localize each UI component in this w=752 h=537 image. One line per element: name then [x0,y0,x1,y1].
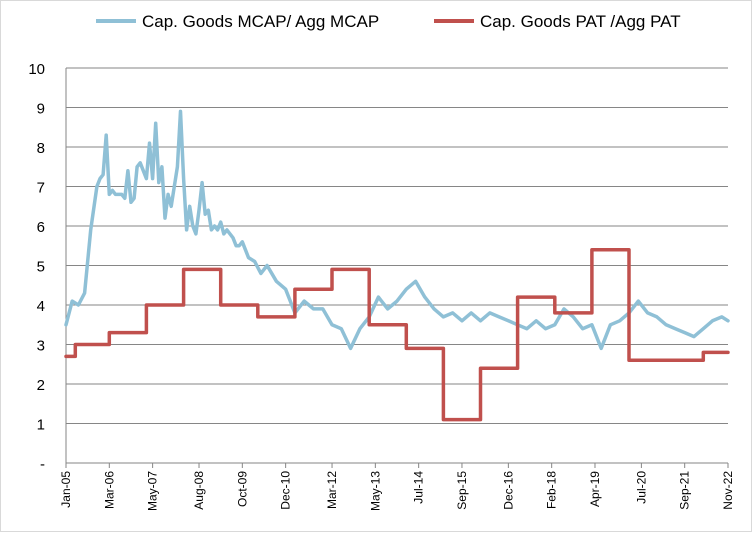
legend-item-pat: Cap. Goods PAT /Agg PAT [434,12,681,31]
y-tick-label: 5 [37,259,45,276]
x-tick-label: Oct-09 [235,471,249,507]
y-tick-label: 2 [37,377,45,394]
x-tick-label: May-07 [146,471,160,511]
series-line-mcap [64,109,730,351]
x-tick-label: Nov-22 [721,471,735,510]
x-tick-label: Sep-21 [678,471,692,510]
legend: Cap. Goods MCAP/ Agg MCAP Cap. Goods PAT… [96,12,681,31]
gridlines [66,67,728,424]
y-axis-tick-labels: - 1 2 3 4 5 6 7 8 9 10 [28,61,45,473]
y-tick-label: 9 [37,101,45,118]
legend-label-pat: Cap. Goods PAT /Agg PAT [480,12,681,31]
y-tick-label: 3 [37,338,45,355]
y-tick-label: 4 [37,298,45,315]
x-tick-label: Jul-14 [412,471,426,504]
y-tick-label: 10 [28,61,45,78]
x-tick-label: Jan-05 [59,471,73,508]
x-axis-tick-labels: Jan-05 Mar-06 May-07 Aug-08 Oct-09 Dec-10 Mar-… [59,471,735,511]
legend-item-mcap: Cap. Goods MCAP/ Agg MCAP [96,12,379,31]
x-tick-label: Mar-06 [102,471,116,509]
series-line-pat [64,247,730,422]
y-tick-label: 1 [37,417,45,434]
y-tick-label: - [40,456,45,473]
series-lines [64,109,730,422]
x-tick-label: Dec-16 [501,471,515,510]
y-tick-label: 6 [37,219,45,236]
x-tick-label: Apr-19 [588,471,602,507]
y-tick-label: 8 [37,140,45,157]
axes [65,68,729,468]
x-tick-label: May-13 [368,471,382,511]
x-tick-label: Sep-15 [455,471,469,510]
legend-label-mcap: Cap. Goods MCAP/ Agg MCAP [142,12,379,31]
x-tick-label: Jul-20 [634,471,648,504]
x-tick-label: Dec-10 [279,471,293,510]
x-tick-label: Aug-08 [192,471,206,510]
y-tick-label: 7 [37,180,45,197]
x-tick-label: Feb-18 [545,471,559,509]
x-tick-label: Mar-12 [325,471,339,509]
